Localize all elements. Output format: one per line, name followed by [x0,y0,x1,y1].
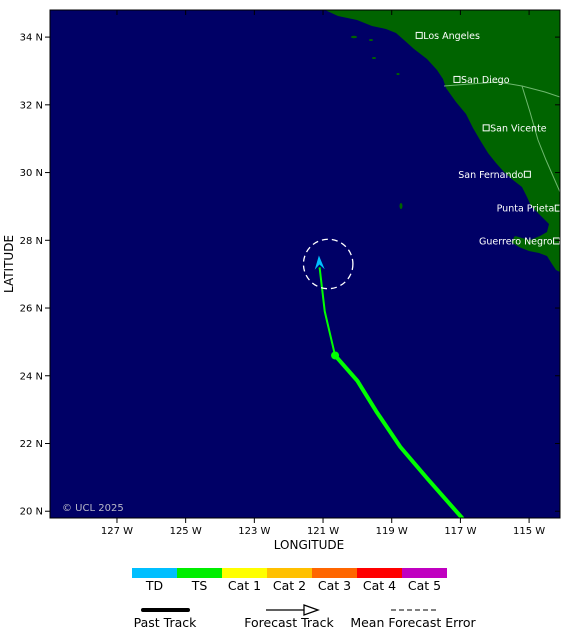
island [372,57,376,59]
y-tick-label: 22 N [20,439,43,450]
y-tick-label: 34 N [20,33,43,44]
x-axis-title: LONGITUDE [274,538,344,552]
land-layer [325,10,560,272]
x-tick-label: 127 W [101,526,133,537]
past-track-line [333,353,465,518]
us-mexico-border [443,81,560,98]
y-tick-label: 26 N [20,304,43,315]
track-type-legend: Past Track Forecast Track Mean Forecast … [134,604,477,630]
gulf-coastline [521,85,560,193]
current-position-marker [331,351,340,360]
legend-swatch [357,568,402,578]
city-marker [554,204,562,212]
legend-swatch [402,568,447,578]
island [396,73,400,75]
x-tick-label: 119 W [376,526,408,537]
island [351,35,357,39]
latitude-axis: 20 N 22 N 24 N 26 N 28 N 30 N 32 N 34 N [20,33,560,518]
city-marker [523,170,531,178]
offshore-islands [351,35,403,209]
city-marker [453,75,461,83]
island [399,203,403,209]
legend-category-label: Cat 4 [363,578,396,593]
forecast-arrow-icon [314,255,325,270]
land-california-baja [325,10,560,272]
y-tick-label: 24 N [20,371,43,382]
y-tick-label: 28 N [20,236,43,247]
forecast-track-line [318,267,337,356]
storm-track-layer [302,238,465,518]
legend-category-label: Cat 5 [408,578,441,593]
city-label: Los Angeles [423,31,480,42]
y-tick-label: 20 N [20,507,43,518]
forecast-error-circle [302,238,354,290]
legend-category-label: Cat 3 [318,578,351,593]
legend-swatch [312,568,357,578]
plot-frame [49,9,561,519]
city-label: Guerrero Negro [479,236,553,247]
mean-error-legend-label: Mean Forecast Error [350,615,476,630]
island [369,39,373,41]
city-marker [482,124,490,132]
city-label: Punta Prieta [497,204,555,215]
x-tick-label: 123 W [238,526,270,537]
y-tick-label: 30 N [20,168,43,179]
legend-category-label: TS [191,578,208,593]
forecast-track-legend-label: Forecast Track [244,615,334,630]
cities-layer: Los Angeles San Diego San Vicente San Ferna… [415,31,562,247]
past-track-legend-label: Past Track [134,615,197,630]
city-label: San Fernando [458,170,523,181]
city-label: San Diego [461,75,510,86]
y-tick-label: 32 N [20,100,43,111]
legend-category-label: Cat 1 [228,578,261,593]
legend-category-label: Cat 2 [273,578,306,593]
legend-swatch [267,568,312,578]
map-plot-area: Los Angeles San Diego San Vicente San Ferna… [49,9,562,519]
legend-swatch [222,568,267,578]
legend-swatch [177,568,222,578]
land-mexico-mainland [522,84,560,190]
x-tick-label: 115 W [513,526,545,537]
forecast-track-legend-arrow-icon [303,604,320,616]
y-axis-title: LATITUDE [2,235,16,293]
city-marker [415,31,423,39]
legend-swatch [132,568,177,578]
x-tick-label: 121 W [307,526,339,537]
category-legend: TD TS Cat 1 Cat 2 Cat 3 Cat 4 Cat 5 [132,568,447,593]
longitude-axis: 127 W 125 W 123 W 121 W 119 W 117 W 115 W [101,10,545,537]
x-tick-label: 125 W [170,526,202,537]
x-tick-label: 117 W [444,526,476,537]
copyright-text: © UCL 2025 [62,503,124,514]
city-label: San Vicente [490,123,547,134]
legend-category-label: TD [145,578,163,593]
